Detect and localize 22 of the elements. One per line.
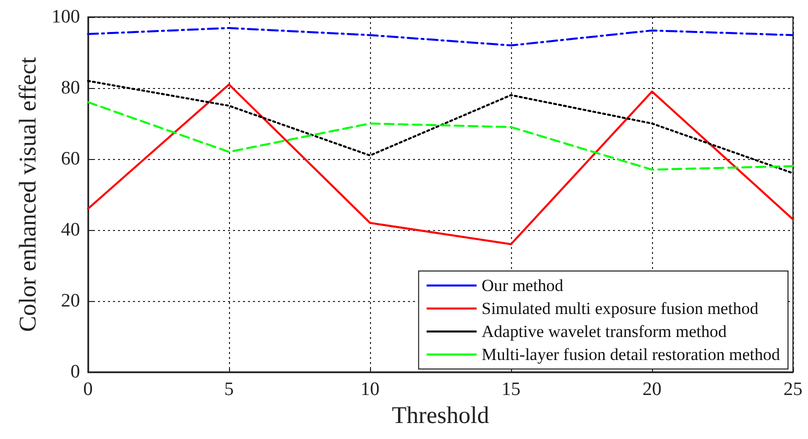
y-tick-label: 40 <box>61 220 80 240</box>
y-tick-label: 0 <box>70 362 80 382</box>
x-tick-label: 20 <box>642 379 662 400</box>
line-series <box>87 83 794 246</box>
x-tick-label: 15 <box>502 379 520 400</box>
y-axis-title: Color enhanced visual effect <box>16 56 42 332</box>
y-tick-label: 60 <box>61 148 80 170</box>
y-tick-label: 80 <box>61 78 80 98</box>
legend-label: Multi-layer fusion detail restoration method <box>482 345 780 364</box>
x-axis-title: Threshold <box>392 402 490 429</box>
y-tick-label: 100 <box>52 6 80 28</box>
x-tick-label: 5 <box>224 379 234 400</box>
line-series <box>87 27 794 46</box>
x-tick-label: 10 <box>360 379 380 400</box>
y-tick-label: 20 <box>61 290 80 312</box>
x-tick-label: 25 <box>784 379 802 400</box>
legend-label: Our method <box>482 276 564 295</box>
x-tick-label: 0 <box>83 379 93 400</box>
legend-label: Adaptive wavelet transform method <box>482 322 728 341</box>
line-series <box>87 101 794 171</box>
line-series <box>87 80 794 174</box>
legend-label: Simulated multi exposure fusion method <box>482 299 759 318</box>
